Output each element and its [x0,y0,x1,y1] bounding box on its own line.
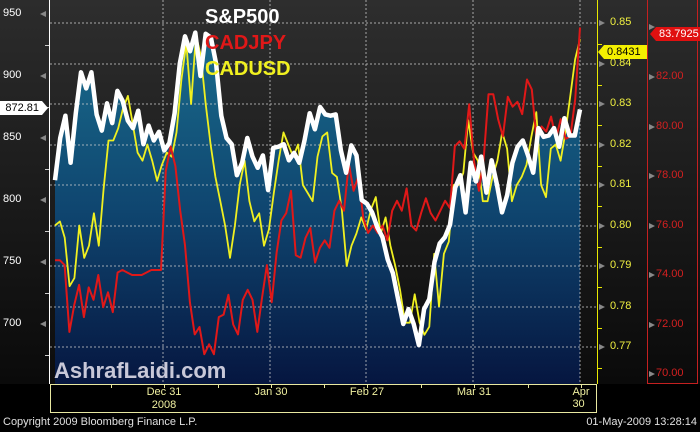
cadusd-axis-tick-label: 0.79 [610,259,632,271]
cadjpy-axis-tick-label: 72.00 [656,318,684,330]
tick-marker-icon [599,223,605,229]
x-axis-tick-label: Dec 31 [146,386,182,398]
tick-marker-icon [649,74,655,80]
cadjpy-last-value-badge: 83.7925 [656,27,700,41]
left-axis-sp500: 950 900 850 800 750 700 872.81 [0,0,50,384]
tick-marker-icon [599,263,605,269]
cadjpy-axis-tick-label: 76.00 [656,219,684,231]
cadusd-axis-tick-label: 0.84 [610,57,632,69]
cadjpy-axis-tick-label: 70.00 [656,367,684,379]
x-axis-tick-label: Mar 31 [456,386,492,398]
tick-marker-icon [649,124,655,130]
copyright-text: Copyright 2009 Bloomberg Finance L.P. [3,416,198,428]
tick-marker-icon [40,135,46,141]
left-axis-tick-label: 750 [3,255,22,267]
cadusd-last-value-badge: 0.8431 [604,45,650,59]
chart-svg [50,0,597,384]
tick-marker-icon [649,272,655,278]
cadusd-axis-tick-label: 0.78 [610,300,632,312]
plot-area [50,0,597,384]
tick-marker-icon [599,344,605,350]
x-axis-tick-label: Feb 27 [349,386,385,398]
watermark: AshrafLaidi.com [54,358,227,383]
sp500-last-value-badge: 872.81 [0,101,42,115]
tick-marker-icon [649,223,655,229]
tick-marker-icon [649,371,655,377]
left-axis-tick-label: 950 [3,7,22,19]
tick-marker-icon [40,11,46,17]
cadusd-axis-tick-label: 0.83 [610,97,632,109]
tick-marker-icon [649,322,655,328]
x-axis-year-label: 2008 [151,399,177,411]
cadusd-axis-tick-label: 0.81 [610,178,632,190]
left-axis-tick-label: 850 [3,131,22,143]
x-axis-tick-label: Jan 30 [254,386,288,398]
tick-marker-icon [40,73,46,79]
cadusd-axis-tick-label: 0.85 [610,16,632,28]
tick-marker-icon [649,173,655,179]
legend-sp500: S&P500 [205,6,280,28]
tick-marker-icon [40,321,46,327]
cadjpy-axis-tick-label: 74.00 [656,268,684,280]
gridlines [50,0,597,384]
tick-marker-icon [599,182,605,188]
cadusd-axis-tick-label: 0.77 [610,340,632,352]
tick-marker-icon [599,20,605,26]
tick-marker-icon [599,304,605,310]
cadusd-axis-tick-label: 0.80 [610,219,632,231]
cadjpy-axis-tick-label: 80.00 [656,120,684,132]
left-axis-tick-label: 700 [3,317,22,329]
cadjpy-axis-tick-label: 78.00 [656,169,684,181]
cadjpy-line [55,27,581,356]
x-axis-tick-label: Apr 30 [572,386,590,410]
tick-marker-icon [599,61,605,67]
timestamp-text: 01-May-2009 13:28:14 [586,416,697,428]
tick-marker-icon [599,142,605,148]
legend-cadusd: CADUSD [205,58,291,80]
cadjpy-axis-tick-label: 82.00 [656,70,684,82]
sp500-area-fill [55,32,580,384]
right-axis-cadjpy: 82.00 80.00 78.00 76.00 74.00 72.00 70.00 83.79… [647,0,700,384]
right-axis-cadusd: 0.85 0.84 0.83 0.82 0.81 0.80 0.79 0.78 0.77 0.84… [597,0,650,384]
sp500-line [52,30,583,348]
cadusd-axis-tick-label: 0.82 [610,138,632,150]
left-axis-tick-label: 800 [3,193,22,205]
tick-marker-icon [40,259,46,265]
cadusd-line [54,34,581,336]
left-axis-tick-label: 900 [3,69,22,81]
tick-marker-icon [40,197,46,203]
legend-cadjpy: CADJPY [205,32,287,54]
x-axis: Dec 31 2008 Jan 30 Feb 27 Mar 31 Apr 30 [50,384,597,413]
tick-marker-icon [599,101,605,107]
